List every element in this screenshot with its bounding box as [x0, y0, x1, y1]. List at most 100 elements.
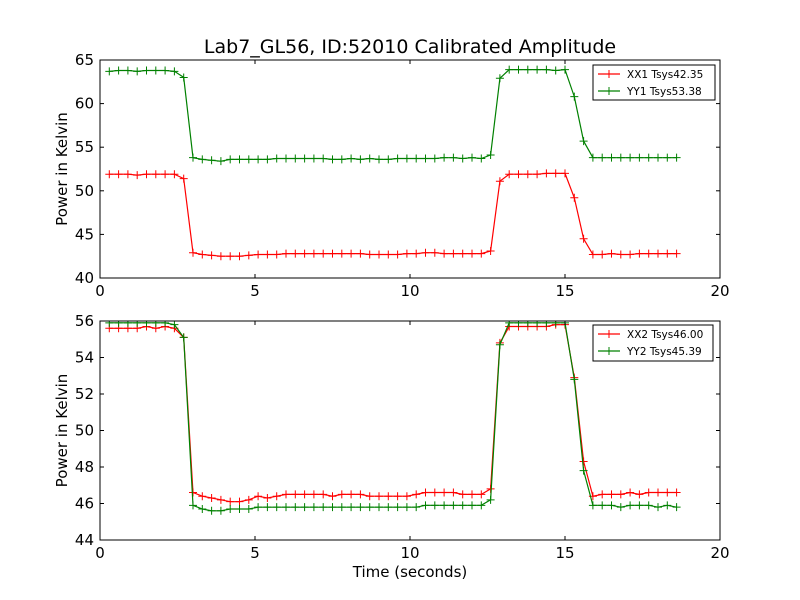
data-point	[272, 503, 281, 512]
x-tick-label: 0	[95, 282, 105, 300]
data-point	[458, 154, 467, 163]
data-point	[542, 169, 551, 178]
data-point	[579, 234, 588, 243]
data-point	[561, 169, 569, 178]
data-point	[319, 503, 328, 512]
y-axis-label: Power in Kelvin	[53, 374, 71, 488]
data-point	[300, 154, 309, 163]
data-point	[170, 67, 179, 76]
data-point	[644, 249, 653, 258]
data-point	[216, 495, 225, 504]
data-point	[347, 249, 356, 258]
x-axis-label: Time (seconds)	[352, 563, 468, 581]
data-point	[142, 170, 151, 179]
data-point	[151, 321, 160, 327]
data-point	[161, 170, 170, 179]
data-point	[523, 321, 532, 327]
x-tick-label: 20	[710, 544, 729, 562]
data-point	[291, 154, 300, 163]
data-point	[402, 492, 411, 501]
data-point	[207, 251, 216, 260]
data-point	[486, 151, 495, 160]
data-point	[505, 170, 514, 179]
y-tick-label: 40	[75, 269, 94, 287]
data-point	[272, 250, 281, 259]
data-point	[616, 490, 625, 499]
x-tick-label: 15	[555, 282, 574, 300]
data-point	[430, 501, 439, 510]
data-point	[226, 497, 235, 506]
data-point	[235, 155, 244, 164]
data-point	[114, 66, 123, 75]
data-point	[393, 503, 402, 512]
data-point	[198, 155, 207, 164]
data-point	[161, 66, 170, 75]
data-point	[663, 249, 672, 258]
x-tick-label: 5	[250, 282, 260, 300]
data-point	[672, 503, 681, 512]
data-point	[440, 153, 449, 162]
data-point	[393, 154, 402, 163]
data-point	[207, 506, 216, 515]
data-point	[607, 490, 616, 499]
data-point	[561, 65, 569, 74]
data-point	[533, 170, 542, 179]
y-tick-label: 65	[75, 51, 94, 69]
data-point	[430, 248, 439, 257]
data-point	[644, 501, 653, 510]
x-tick-label: 5	[250, 544, 260, 562]
data-point	[430, 488, 439, 497]
data-point	[309, 490, 318, 499]
data-point	[440, 249, 449, 258]
data-point	[309, 154, 318, 163]
data-point	[458, 490, 467, 499]
data-point	[282, 490, 290, 499]
data-point	[244, 155, 253, 164]
data-point	[412, 503, 421, 512]
data-point	[654, 503, 662, 512]
data-point	[309, 249, 318, 258]
data-point	[449, 153, 458, 162]
data-point	[356, 155, 365, 164]
y-tick-label: 60	[75, 95, 94, 113]
data-point	[105, 321, 114, 327]
data-point	[282, 503, 290, 512]
data-point	[551, 321, 560, 327]
y-tick-label: 46	[75, 495, 94, 513]
data-point	[300, 490, 309, 499]
y-tick-label: 54	[75, 349, 94, 367]
data-point	[495, 177, 504, 186]
data-point	[189, 248, 197, 257]
data-point	[319, 490, 328, 499]
data-point	[375, 155, 383, 164]
data-point	[495, 340, 504, 349]
data-point	[337, 249, 346, 258]
data-point	[514, 170, 523, 179]
data-point	[635, 490, 644, 499]
data-point	[254, 503, 263, 512]
data-point	[105, 67, 114, 76]
data-point	[607, 249, 616, 258]
data-point	[123, 321, 132, 327]
data-point	[189, 501, 197, 510]
data-point	[282, 249, 290, 258]
data-point	[635, 249, 644, 258]
data-point	[142, 321, 151, 327]
data-point	[226, 252, 235, 261]
data-point	[505, 321, 514, 327]
data-point	[263, 250, 272, 259]
data-point	[570, 193, 579, 202]
data-point	[170, 170, 179, 179]
data-point	[486, 246, 495, 255]
data-point	[412, 154, 421, 163]
data-point	[551, 66, 560, 75]
data-point	[644, 153, 653, 162]
data-point	[533, 321, 542, 327]
data-point	[514, 321, 523, 327]
y-tick-label: 50	[75, 422, 94, 440]
data-point	[114, 321, 123, 327]
data-point	[105, 170, 114, 179]
data-point	[616, 250, 625, 259]
x-tick-label: 15	[555, 544, 574, 562]
series-line	[109, 322, 677, 512]
